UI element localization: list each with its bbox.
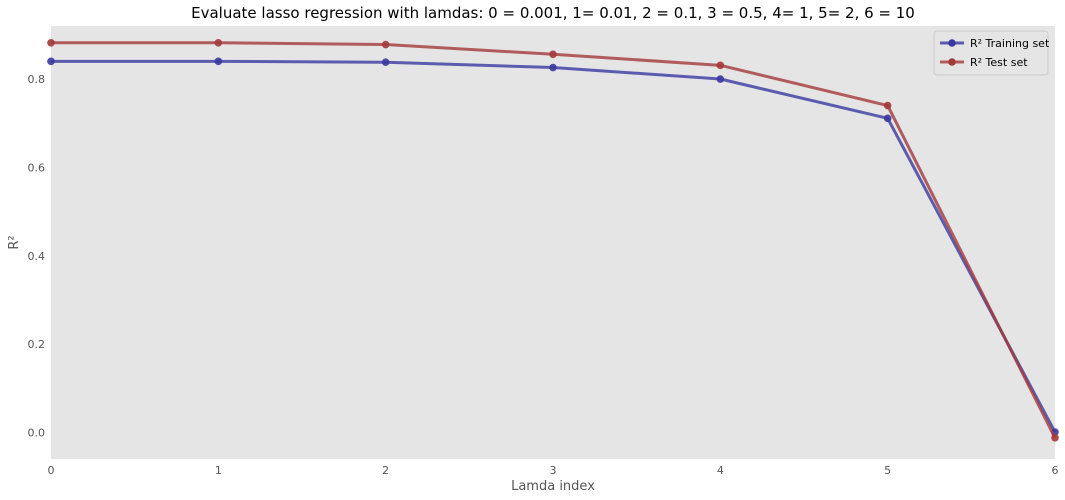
series-1-point	[381, 40, 390, 49]
x-tick-label: 5	[884, 464, 891, 477]
legend-marker	[948, 58, 956, 66]
series-0-point	[716, 75, 725, 83]
series-0-point	[883, 114, 892, 123]
series-1-point	[214, 38, 223, 47]
legend-entry: R² Training set	[970, 37, 1050, 50]
x-tick-label: 2	[382, 464, 389, 477]
plot-area	[51, 26, 1055, 459]
series-0-point	[549, 63, 557, 72]
x-axis-label: Lamda index	[511, 479, 595, 494]
y-tick-label: 0.4	[28, 250, 46, 263]
series-1-point	[549, 50, 557, 59]
series-0-point	[214, 57, 223, 66]
legend-marker	[948, 39, 956, 47]
x-tick-label: 6	[1052, 464, 1059, 477]
y-axis-label: R²	[7, 235, 22, 249]
series-1-point	[883, 101, 892, 110]
x-tick-label: 0	[48, 464, 55, 477]
legend: R² Training set R² Test set	[933, 30, 1050, 76]
legend-entry: R² Test set	[970, 56, 1028, 69]
y-tick-label: 0.2	[28, 338, 46, 351]
chart-title: Evaluate lasso regression with lamdas: 0…	[191, 4, 915, 22]
y-tick-label: 0.8	[28, 73, 46, 86]
y-axis: 0.0 0.2 0.4 0.6 0.8	[28, 73, 46, 439]
series-0-point	[381, 58, 390, 67]
x-tick-label: 4	[717, 464, 724, 477]
y-tick-label: 0.6	[28, 161, 46, 174]
y-tick-label: 0.0	[28, 426, 46, 439]
x-tick-label: 3	[550, 464, 557, 477]
series-1-point	[716, 61, 725, 70]
series-0-point	[47, 57, 55, 66]
series-layer	[47, 38, 1059, 442]
series-1-point	[47, 38, 55, 47]
x-axis: 0 1 2 3 4 5 6	[48, 464, 1059, 477]
series-1-point	[1051, 433, 1059, 442]
x-tick-label: 1	[215, 464, 222, 477]
